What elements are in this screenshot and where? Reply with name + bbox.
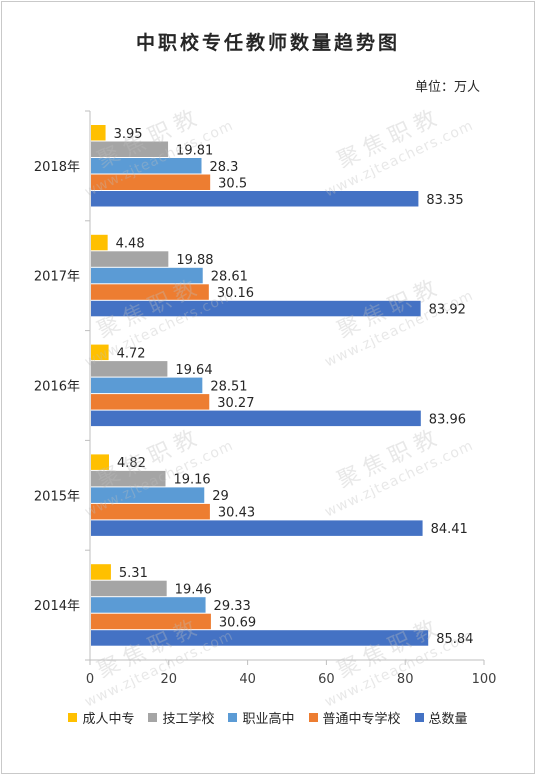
- data-label: 19.16: [173, 473, 210, 488]
- category-label: 2015年: [34, 489, 80, 504]
- bar: [91, 410, 421, 427]
- bar: [91, 487, 205, 503]
- legend-entry: 职业高中: [228, 708, 295, 727]
- x-tick-label: 100: [472, 672, 497, 687]
- bar: [91, 141, 169, 157]
- x-tick-label: 60: [318, 672, 335, 687]
- x-tick-label: 80: [397, 672, 414, 687]
- legend-label: 总数量: [428, 712, 468, 727]
- chart-title: 中职校专任教师数量趋势图: [135, 32, 400, 54]
- data-label: 28.3: [210, 160, 239, 175]
- data-label: 19.46: [175, 582, 212, 597]
- legend-entry: 总数量: [414, 708, 468, 727]
- bar: [91, 284, 209, 300]
- bar: [91, 503, 210, 520]
- bar: [91, 520, 423, 536]
- data-label: 29.33: [214, 599, 251, 614]
- category-label: 2014年: [34, 599, 80, 614]
- legend-swatch: [148, 713, 158, 722]
- legend-label: 职业高中: [242, 712, 295, 727]
- data-label: 83.35: [426, 193, 463, 208]
- legend-swatch: [308, 713, 318, 722]
- data-label: 30.27: [217, 396, 254, 411]
- bar: [91, 251, 169, 267]
- data-label: 3.95: [114, 127, 143, 142]
- legend-entry: 成人中专: [68, 708, 134, 727]
- bar: [91, 361, 168, 377]
- bar: [91, 300, 421, 317]
- legend-label: 普通中专学校: [322, 712, 401, 727]
- legend-swatch: [68, 713, 78, 722]
- data-label: 5.31: [119, 566, 148, 581]
- bar: [91, 377, 203, 394]
- bar: [91, 613, 211, 630]
- bar: [91, 580, 167, 597]
- bar: [91, 597, 206, 613]
- bar: [91, 564, 111, 580]
- data-label: 84.41: [431, 522, 468, 537]
- legend-entry: 普通中专学校: [308, 708, 401, 727]
- bar: [91, 158, 202, 174]
- data-label: 28.51: [210, 379, 247, 394]
- category-label: 2018年: [34, 160, 80, 175]
- bar: [91, 125, 106, 141]
- bar: [91, 174, 211, 190]
- data-label: 29: [212, 489, 229, 504]
- chart-legend: 成人中专 技工学校 职业高中 普通中专学校 总数量: [0, 708, 536, 727]
- bar: [91, 267, 203, 284]
- category-label: 2016年: [34, 380, 80, 395]
- x-tick-label: 20: [161, 672, 178, 687]
- data-label: 4.72: [117, 346, 146, 361]
- data-label: 83.92: [429, 303, 466, 318]
- data-label: 83.96: [429, 412, 466, 427]
- data-label: 85.84: [436, 632, 473, 647]
- x-tick-label: 40: [239, 672, 256, 687]
- bar: [91, 470, 166, 487]
- data-label: 4.48: [116, 237, 145, 252]
- legend-label: 成人中专: [82, 712, 135, 727]
- data-label: 30.69: [219, 615, 256, 630]
- legend-swatch: [228, 713, 238, 722]
- bar: [91, 394, 210, 410]
- bar: [91, 191, 419, 207]
- data-label: 19.81: [176, 143, 213, 158]
- data-label: 28.61: [211, 270, 248, 285]
- legend-entry: 技工学校: [148, 708, 214, 727]
- data-label: 30.43: [218, 506, 255, 521]
- bar: [91, 454, 109, 470]
- data-label: 30.5: [218, 176, 247, 191]
- unit-label: 单位：万人: [414, 80, 480, 95]
- bar: [91, 234, 108, 251]
- data-label: 30.16: [217, 286, 254, 301]
- data-label: 4.82: [117, 456, 146, 471]
- legend-swatch: [414, 713, 424, 722]
- bar: [91, 630, 429, 646]
- x-tick-label: 0: [86, 672, 94, 687]
- category-label: 2017年: [34, 270, 80, 285]
- legend-label: 技工学校: [162, 712, 215, 727]
- data-label: 19.88: [176, 253, 213, 268]
- bar: [91, 344, 109, 361]
- data-label: 19.64: [175, 363, 212, 378]
